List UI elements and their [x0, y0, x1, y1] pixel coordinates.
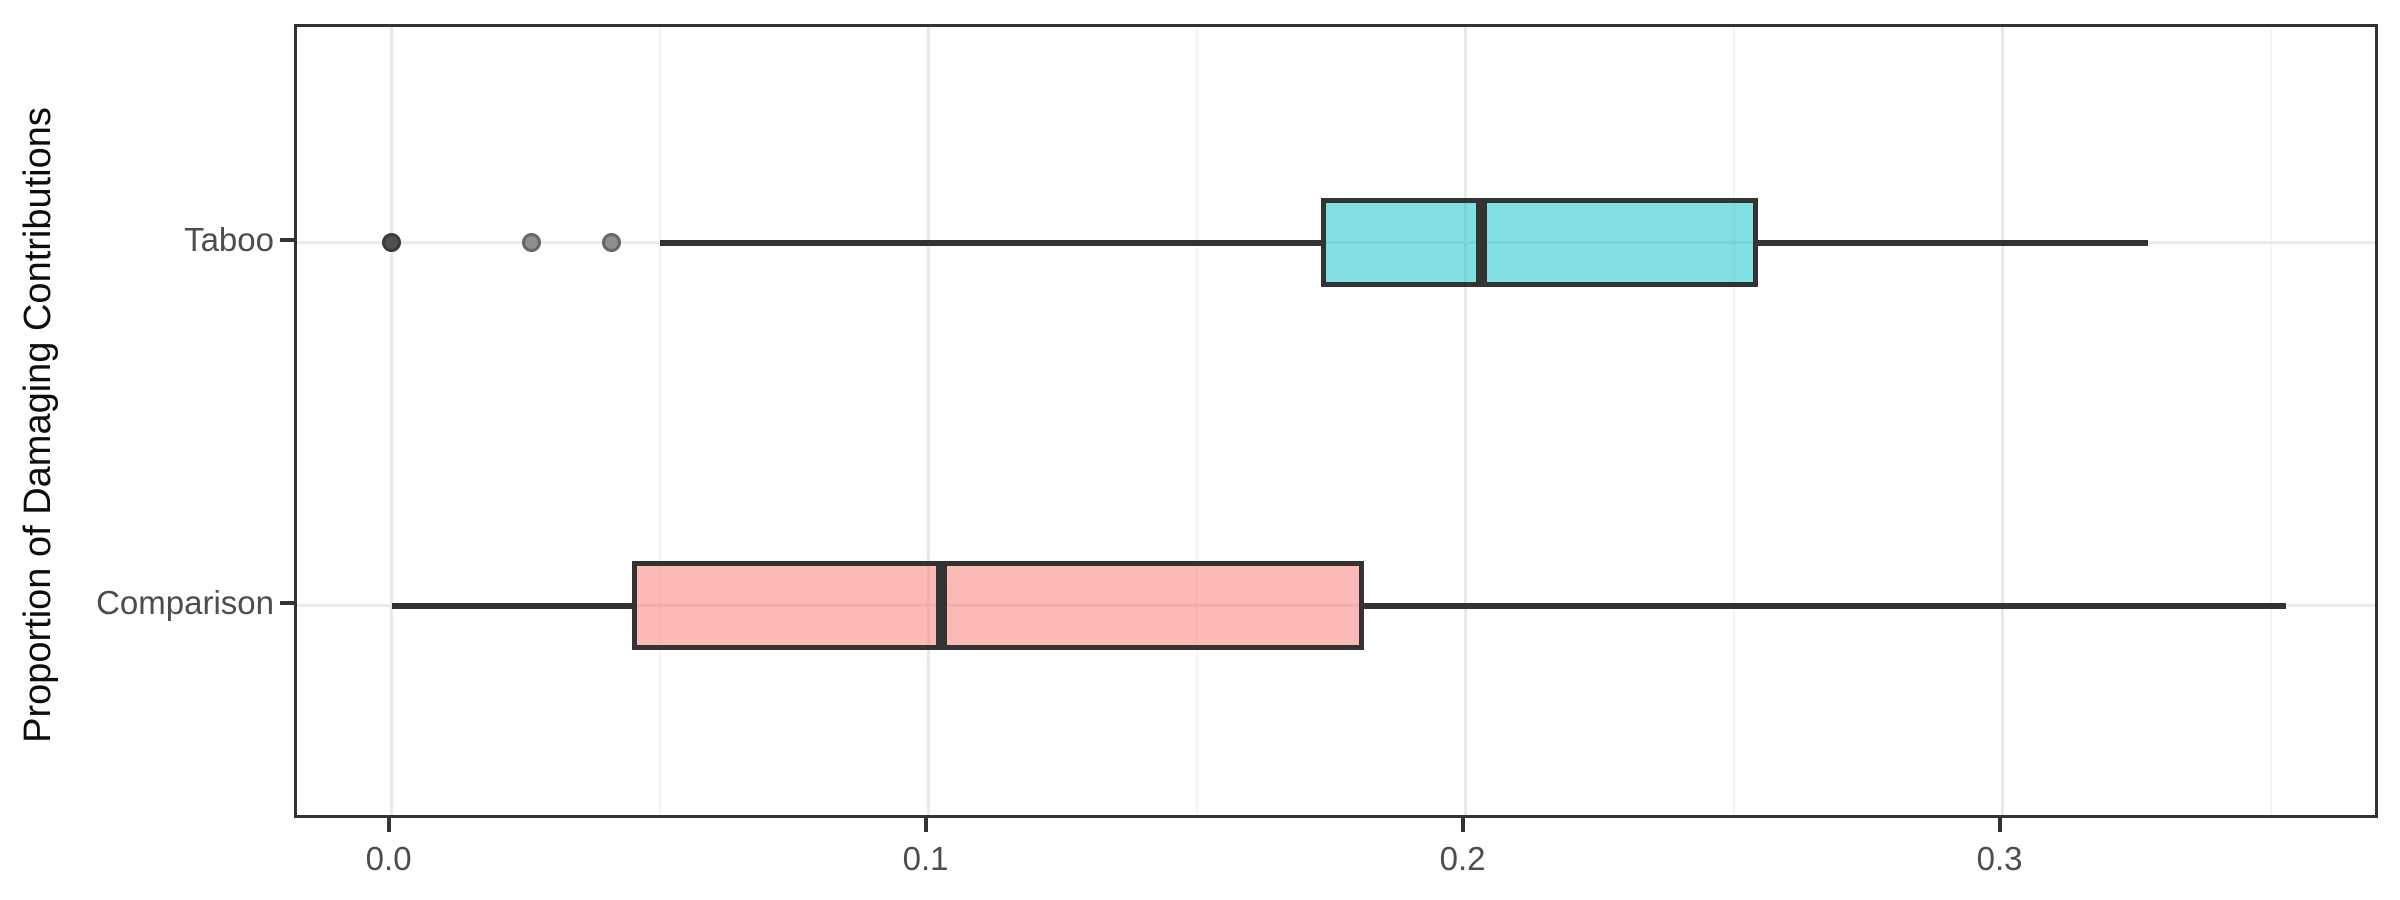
- x-tick-mark: [386, 818, 391, 832]
- plot-panel: [294, 24, 2378, 818]
- outlier-point-taboo: [521, 233, 541, 253]
- gridline-major: [927, 27, 931, 815]
- whisker-upper-comparison: [1363, 602, 2286, 609]
- whisker-lower-comparison: [391, 602, 633, 609]
- whisker-upper-taboo: [1758, 239, 2148, 246]
- box-taboo: [1320, 198, 1759, 288]
- x-tick-label-0.3: 0.3: [1976, 840, 2023, 877]
- x-tick-label-0.2: 0.2: [1439, 840, 1486, 877]
- whisker-lower-taboo: [660, 239, 1321, 246]
- y-axis-title: Proportion of Damaging Contributions: [17, 107, 59, 743]
- y-tick-label-comparison: Comparison: [96, 584, 274, 622]
- gridline-minor: [1733, 27, 1736, 815]
- x-tick-mark: [1460, 818, 1465, 832]
- x-tick-mark: [1997, 818, 2002, 832]
- x-tick-mark: [923, 818, 928, 832]
- gridline-major: [2001, 27, 2005, 815]
- gridline-minor: [1196, 27, 1199, 815]
- gridline-major: [390, 27, 394, 815]
- median-taboo: [1476, 198, 1488, 288]
- gridline-major: [1464, 27, 1468, 815]
- x-tick-label-0.0: 0.0: [365, 840, 412, 877]
- outlier-point-taboo: [382, 233, 402, 253]
- gridline-minor: [659, 27, 662, 815]
- outlier-point-taboo: [602, 233, 622, 253]
- y-tick-mark: [280, 600, 294, 605]
- x-tick-label-0.1: 0.1: [902, 840, 949, 877]
- y-tick-label-taboo: Taboo: [184, 221, 274, 259]
- box-comparison: [632, 561, 1364, 651]
- median-comparison: [935, 561, 947, 651]
- gridline-minor: [2270, 27, 2273, 815]
- y-tick-mark: [280, 237, 294, 242]
